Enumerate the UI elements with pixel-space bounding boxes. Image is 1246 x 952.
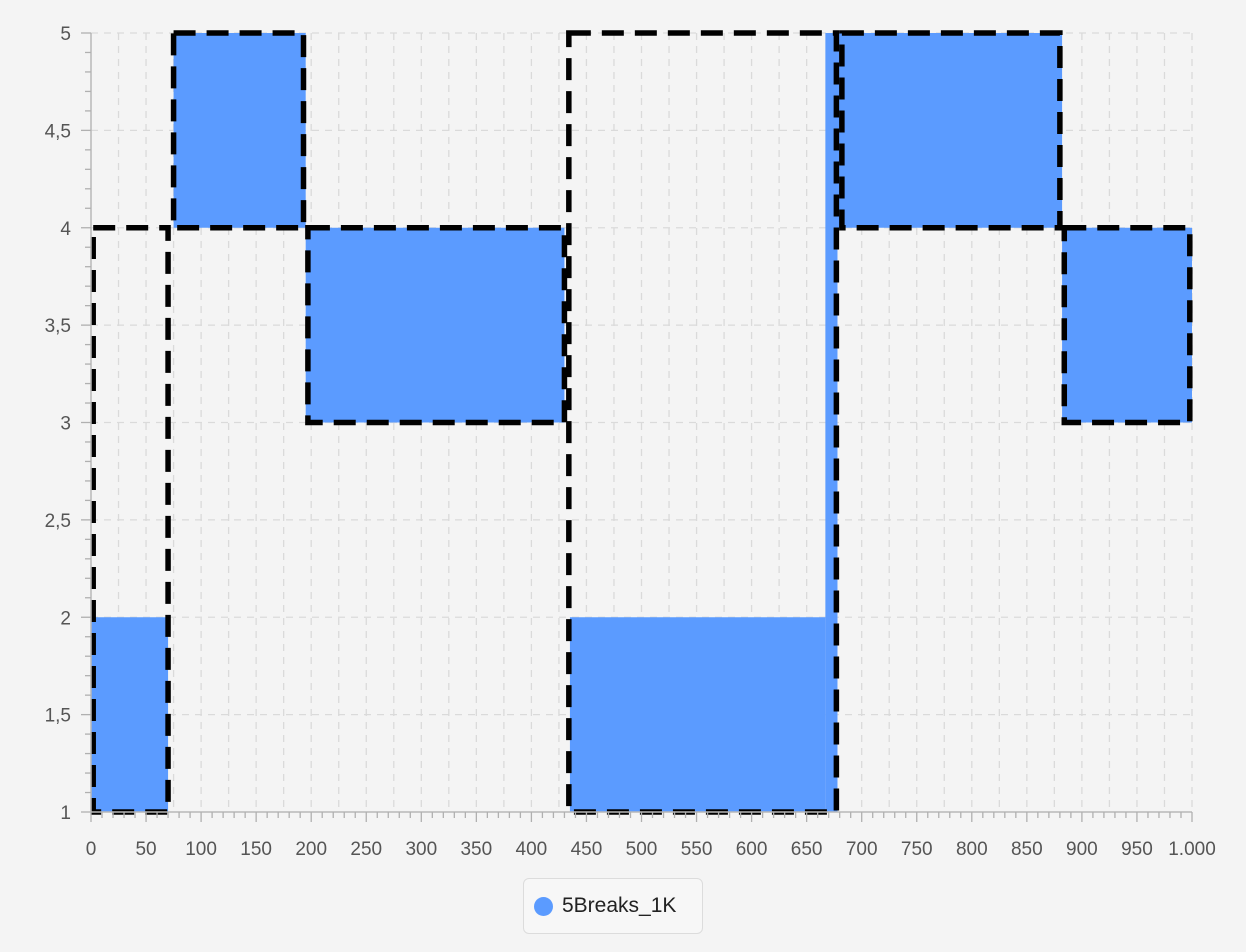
chart-area: 0 50 100 150 200 250 300 350 400 450 500 550 600 650 7…: [44, 24, 1216, 860]
y-tick-label: 4,5: [45, 121, 71, 142]
x-tick-label: 950: [1121, 839, 1153, 860]
area-segment: [837, 33, 1063, 228]
area-segment: [569, 617, 826, 812]
x-tick-label: 600: [736, 839, 768, 860]
y-tick-label: 1: [60, 803, 71, 824]
area-segment: [173, 33, 306, 228]
x-tick-label: 1.000: [1168, 839, 1216, 860]
y-tick-label: 2: [60, 608, 71, 629]
y-tick-label: 5: [60, 24, 71, 45]
legend[interactable]: 5Breaks_1K: [523, 878, 703, 934]
x-tick-label: 650: [791, 839, 823, 860]
x-tick-label: 450: [571, 839, 603, 860]
dashed-box: [566, 30, 840, 815]
x-tick-label: 250: [350, 839, 382, 860]
x-tick-label: 50: [135, 839, 156, 860]
x-tick-label: 100: [185, 839, 217, 860]
x-tick-label: 200: [295, 839, 327, 860]
x-tick-label: 850: [1011, 839, 1043, 860]
legend-swatch: [534, 896, 553, 916]
x-tick-label: 300: [405, 839, 437, 860]
y-tick-label: 4: [60, 219, 71, 240]
y-tick-label: 1,5: [45, 706, 71, 727]
y-tick-label: 2,5: [45, 511, 71, 532]
x-tick-label: 0: [86, 839, 97, 860]
dashed-boxes: [90, 30, 1193, 815]
x-tick-label: 400: [516, 839, 548, 860]
dashed-box: [839, 30, 1063, 231]
area-segment: [91, 617, 169, 812]
x-tick-label: 500: [626, 839, 658, 860]
x-tick-label: 900: [1066, 839, 1098, 860]
x-tick-label: 700: [846, 839, 878, 860]
y-tick-label: 3: [60, 414, 71, 435]
area-segment: [1062, 227, 1192, 423]
x-tick-label: 350: [460, 839, 492, 860]
y-tick-label: 3,5: [45, 316, 71, 337]
x-tick-label: 750: [901, 839, 933, 860]
x-tick-label: 800: [956, 839, 988, 860]
chart-svg: 0 50 100 150 200 250 300 350 400 450 500 550 600 650 7…: [44, 24, 1216, 860]
x-tick-label: 550: [681, 839, 713, 860]
tick-labels: 0 50 100 150 200 250 300 350 400 450 500 550 600 650 7…: [45, 24, 1216, 860]
dashed-box: [305, 225, 568, 426]
series-5breaks-1k: [91, 33, 1192, 812]
axes: [81, 32, 1193, 822]
dashed-box: [1061, 225, 1193, 426]
x-tick-label: 150: [240, 839, 272, 860]
legend-label: 5Breaks_1K: [562, 894, 677, 917]
area-segment: [305, 227, 565, 423]
